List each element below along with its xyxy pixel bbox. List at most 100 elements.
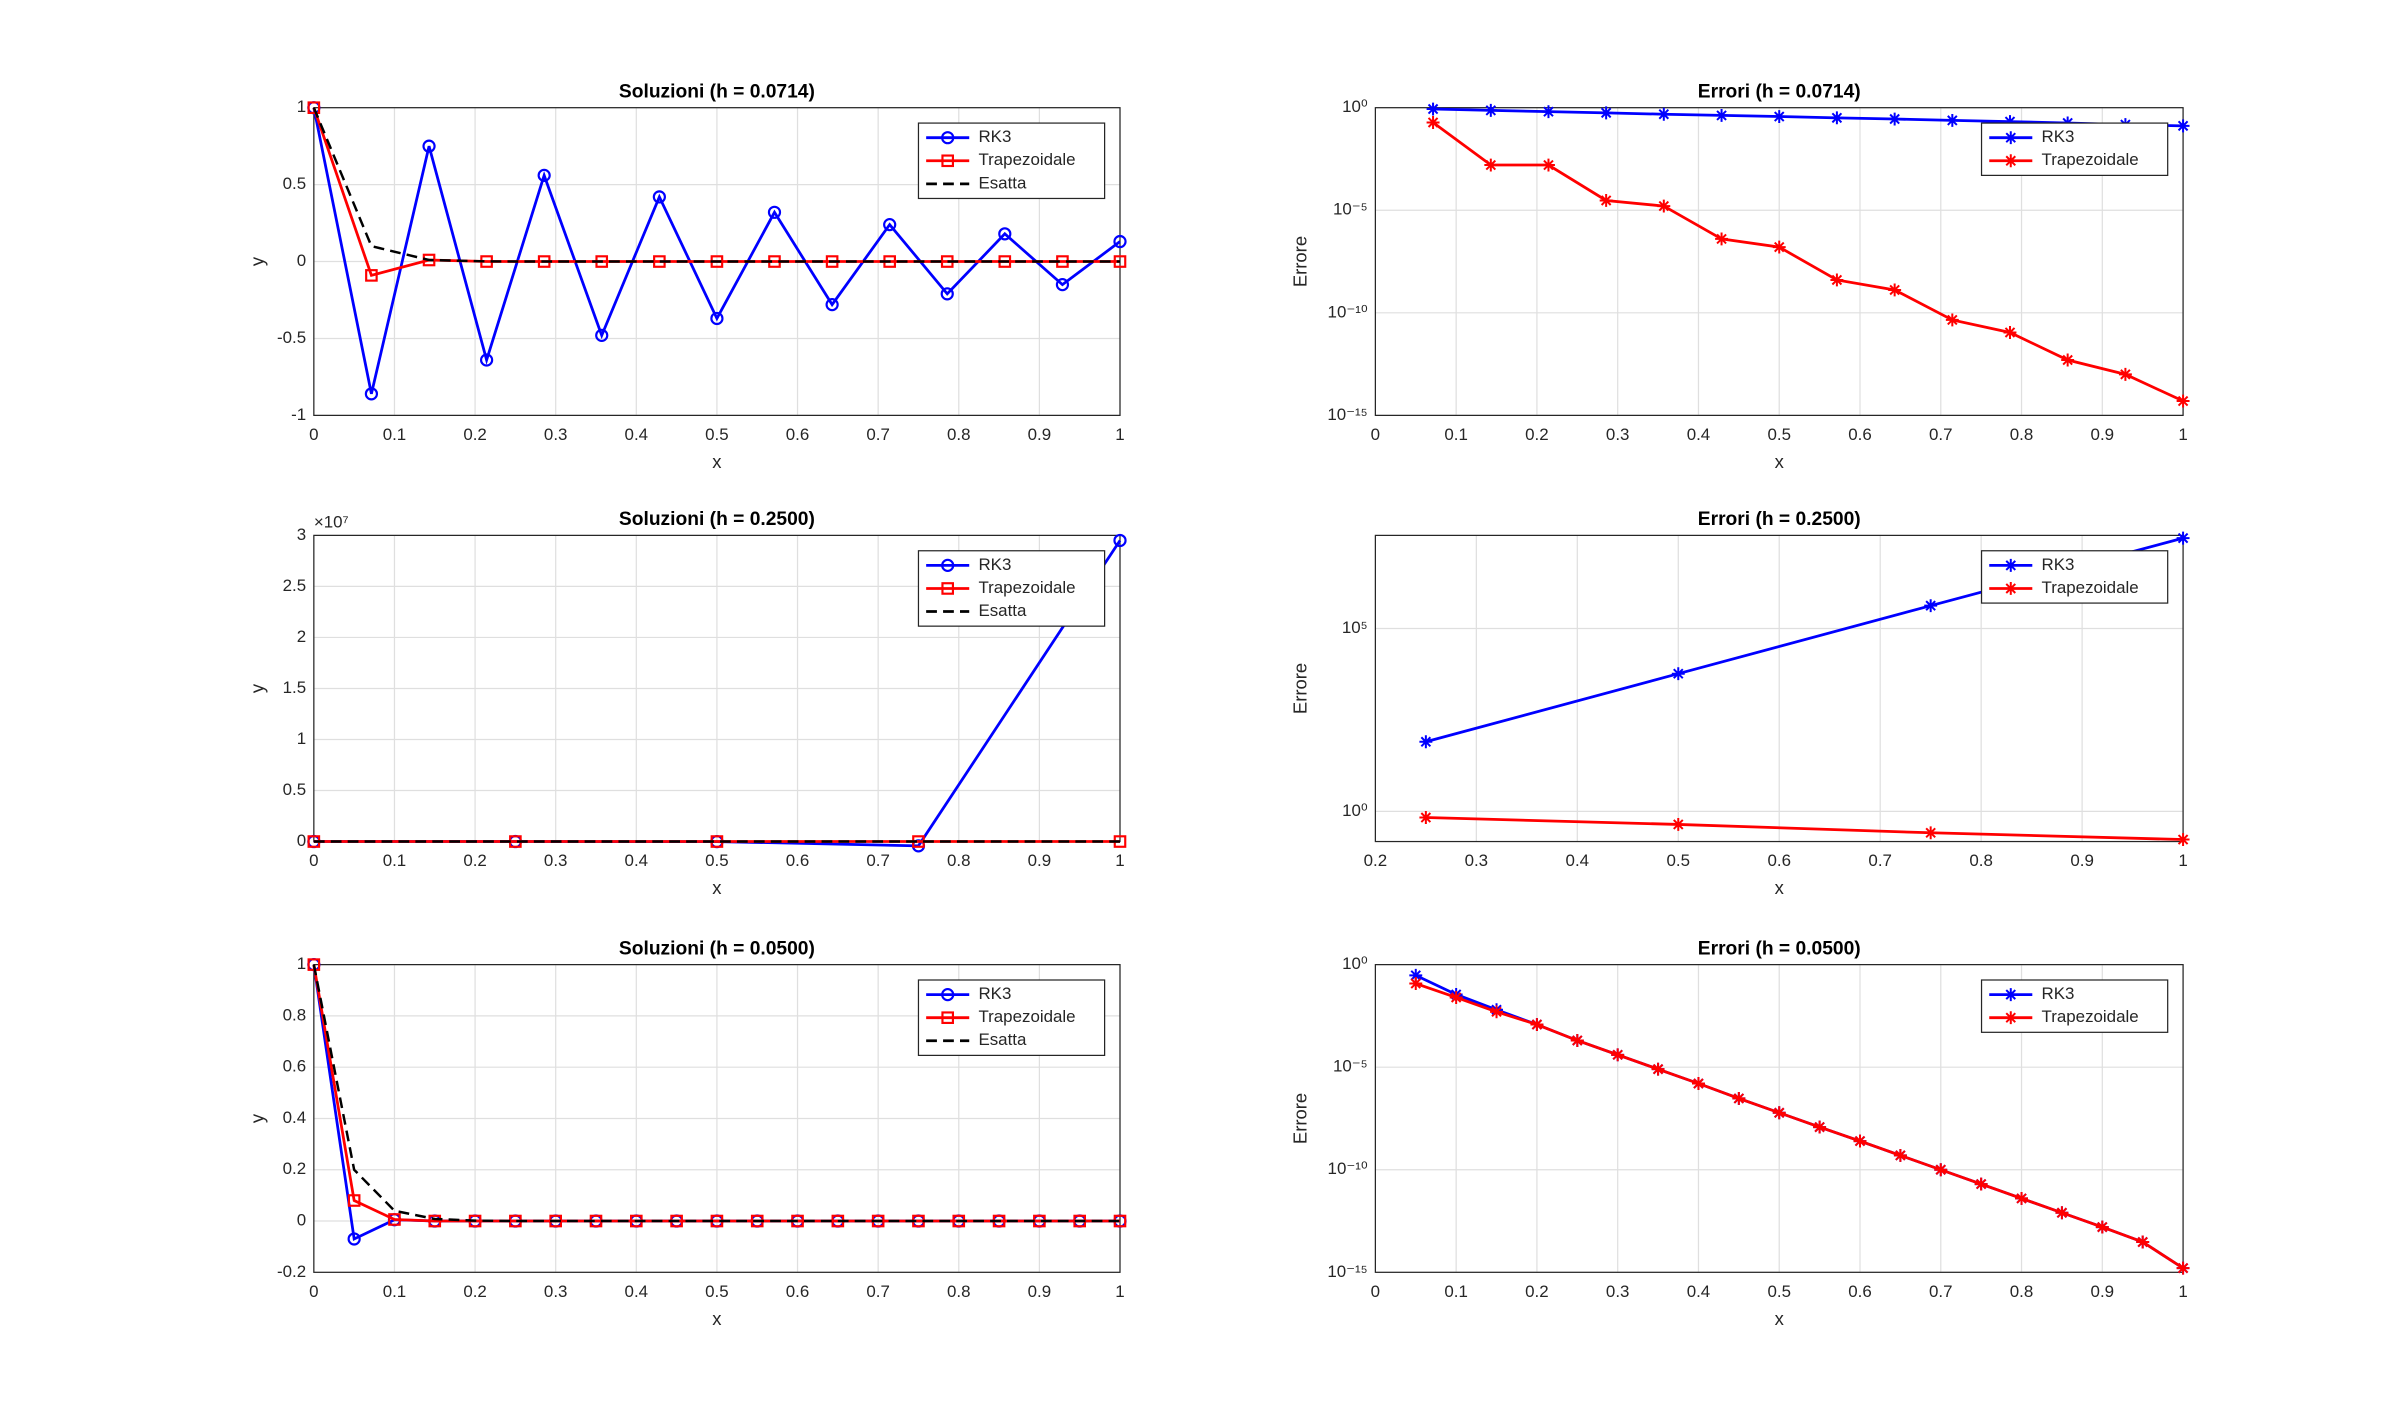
marker	[1813, 1120, 1827, 1134]
legend-label: Esatta	[978, 1030, 1027, 1049]
marker	[941, 582, 954, 595]
x-tick-label: 0.4	[1687, 425, 1711, 444]
x-tick-label: 0.4	[625, 425, 649, 444]
x-tick-label: 0.4	[625, 851, 649, 870]
x-tick-label: 0.2	[1525, 1282, 1549, 1301]
x-axis-label: x	[712, 1308, 722, 1329]
legend: RK3 Trapezoidale Esatta	[917, 122, 1106, 200]
legend-label: Trapezoidale	[2042, 1007, 2139, 1026]
marker	[1772, 240, 1786, 254]
x-tick-label: 0.8	[947, 851, 971, 870]
x-tick-label: 0.2	[463, 1282, 487, 1301]
legend-box	[1980, 122, 2169, 177]
marker	[1830, 111, 1844, 125]
series-line	[1415, 982, 2184, 1270]
x-tick-label: 0.7	[866, 1282, 890, 1301]
marker	[941, 1011, 954, 1024]
y-tick-label: 0.5	[283, 174, 307, 193]
axes-frame	[1374, 534, 2184, 843]
marker	[1113, 234, 1127, 249]
x-tick-label: 0.8	[947, 1282, 971, 1301]
x-tick-label: 0.5	[705, 851, 729, 870]
marker	[1772, 110, 1786, 124]
marker	[883, 217, 897, 232]
marker	[1419, 735, 1433, 749]
marker	[2118, 367, 2132, 381]
marker	[479, 353, 494, 367]
x-tick-label: 1	[1115, 425, 1124, 444]
series-line	[1432, 121, 2184, 403]
subplot: 0 0.1 0.2 0.3 0.4 0.5 0.6 0.7 0.8 0.9 1 10⁻¹⁵ 10⁻¹⁰ 1…	[1289, 81, 2190, 472]
marker	[2176, 394, 2190, 408]
x-tick-label: 0.3	[1606, 1282, 1630, 1301]
x-tick-label: 0.7	[1929, 425, 1953, 444]
x-tick-label: 0.4	[625, 1282, 649, 1301]
marker	[767, 205, 782, 219]
y-tick-label: 0.2	[283, 1159, 307, 1178]
marker	[2061, 353, 2075, 367]
marker	[422, 139, 436, 153]
subplot: 0 0.1 0.2 0.3 0.4 0.5 0.6 0.7 0.8 0.9 1 0 0.5 1 1.5 2 2.…	[246, 509, 1127, 898]
y-exponent: ×10⁷	[314, 513, 349, 532]
legend-label: Trapezoidale	[978, 578, 1075, 597]
marker	[1409, 977, 1423, 990]
marker	[1449, 991, 1463, 1004]
x-tick-label: 0.3	[544, 851, 568, 870]
x-tick-label: 0.5	[1767, 1282, 1791, 1301]
legend-label: Esatta	[978, 601, 1027, 620]
y-tick-label: 10⁰	[1342, 97, 1368, 116]
marker	[1888, 283, 1902, 297]
y-tick-label: 10⁻⁵	[1333, 200, 1368, 219]
x-tick-label: 0.6	[786, 851, 810, 870]
axes-frame	[1374, 964, 2184, 1273]
marker	[2004, 131, 2018, 145]
legend: RK3 Trapezoidale	[1980, 979, 2169, 1033]
legend-box	[1980, 550, 2169, 604]
marker	[1924, 599, 1938, 613]
marker	[1113, 533, 1127, 548]
y-tick-label: 10⁰	[1342, 801, 1368, 820]
title: Errori (h = 0.2500)	[1698, 509, 1861, 530]
marker	[1934, 1163, 1948, 1177]
series-line	[312, 964, 1120, 1223]
legend: RK3 Trapezoidale Esatta	[917, 979, 1106, 1057]
x-tick-label: 0.3	[1606, 425, 1630, 444]
marker	[1974, 1177, 1988, 1191]
marker	[1945, 113, 1959, 127]
x-tick-label: 0.9	[1028, 1282, 1052, 1301]
legend-label: Trapezoidale	[978, 150, 1075, 169]
marker	[1542, 105, 1555, 119]
x-tick-label: 0.9	[2091, 425, 2115, 444]
y-tick-label: 0	[297, 1210, 306, 1229]
x-tick-label: 0.5	[705, 425, 729, 444]
x-tick-label: 0.3	[1465, 851, 1489, 870]
marker	[2004, 558, 2018, 572]
marker	[652, 190, 666, 204]
y-tick-label: 0.8	[283, 1005, 307, 1024]
y-tick-label: 0	[297, 251, 306, 270]
x-axis-label: x	[712, 451, 722, 472]
x-axis-label: x	[1775, 877, 1785, 898]
marker	[941, 131, 955, 145]
legend-label: RK3	[978, 984, 1011, 1003]
x-tick-label: 0.6	[786, 425, 810, 444]
y-tick-label: 10⁻⁵	[1333, 1057, 1368, 1076]
x-tick-label: 0.9	[2070, 851, 2094, 870]
legend-label: Esatta	[978, 173, 1027, 192]
y-axis-label: y	[246, 256, 267, 266]
marker	[1853, 1134, 1867, 1148]
x-tick-label: 0.1	[1444, 425, 1468, 444]
marker	[347, 1194, 361, 1207]
x-tick-label: 0.5	[705, 1282, 729, 1301]
x-tick-label: 0.6	[1848, 1282, 1872, 1301]
y-tick-label: 10⁰	[1342, 954, 1368, 973]
x-tick-label: 0	[309, 1282, 318, 1301]
marker	[1409, 968, 1423, 982]
marker	[2003, 326, 2017, 339]
y-tick-label: 0.4	[283, 1108, 307, 1127]
subplot: 0 0.1 0.2 0.3 0.4 0.5 0.6 0.7 0.8 0.9 1-0.200.20.4…	[246, 938, 1127, 1329]
title: Soluzioni (h = 0.2500)	[619, 509, 815, 530]
x-tick-label: 0.8	[947, 425, 971, 444]
y-tick-label: 0	[297, 831, 306, 850]
